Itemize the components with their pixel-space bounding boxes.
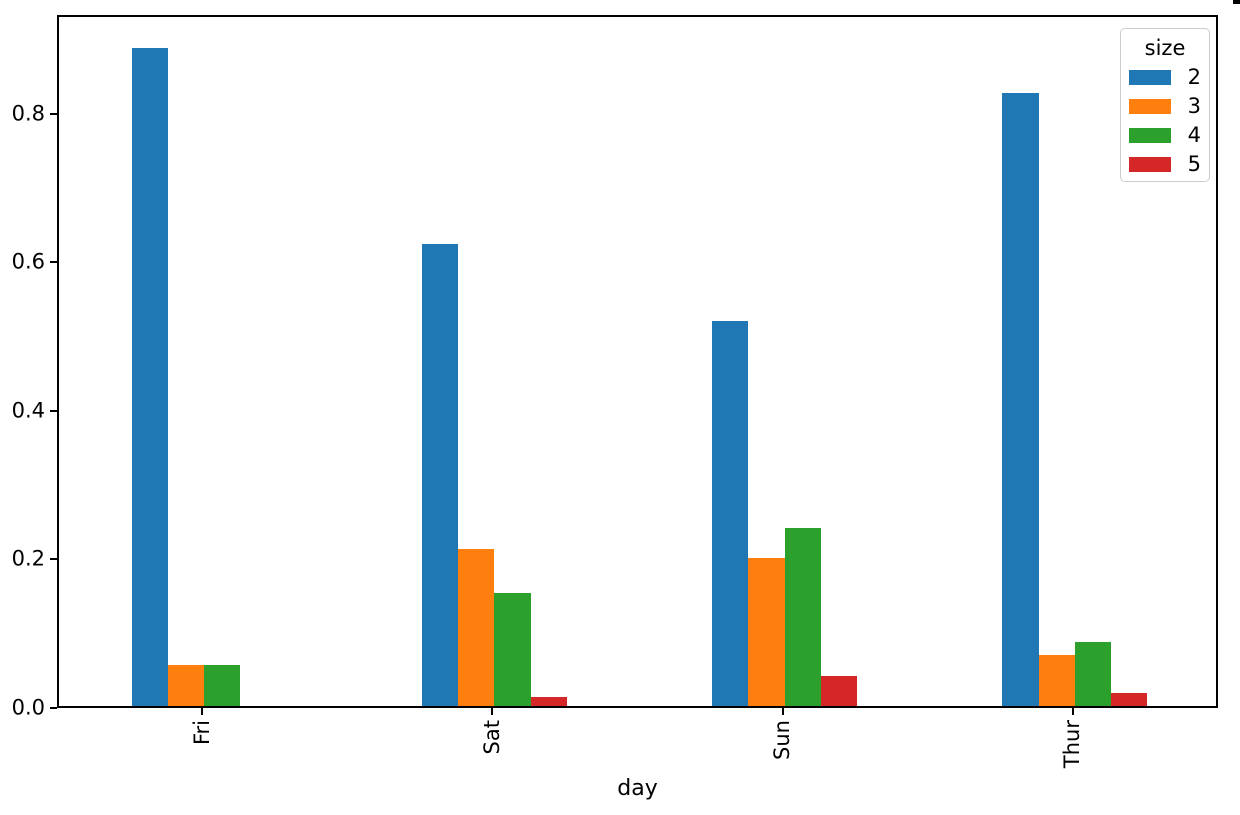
legend-swatch-icon — [1129, 156, 1171, 172]
bar-sat-size-4 — [494, 592, 531, 706]
legend-label: 3 — [1187, 93, 1201, 118]
x-tick-mark — [491, 708, 494, 715]
y-tick-mark — [50, 112, 57, 115]
legend-entry-size-4: 4 — [1129, 122, 1201, 147]
legend-swatch-icon — [1129, 127, 1171, 143]
legend-swatch-icon — [1129, 98, 1171, 114]
legend-entry-size-2: 2 — [1129, 64, 1201, 89]
corner-artifact — [1233, 0, 1240, 4]
y-tick-mark — [50, 261, 57, 264]
bar-fri-size-2 — [131, 47, 168, 706]
x-tick-mark — [1071, 708, 1074, 715]
bar-sun-size-4 — [784, 528, 821, 706]
bar-thur-size-4 — [1074, 642, 1112, 706]
legend-label: 5 — [1187, 151, 1201, 176]
bar-sun-size-5 — [820, 676, 858, 706]
legend-label: 2 — [1187, 64, 1201, 89]
bar-sun-size-3 — [748, 557, 785, 706]
x-tick-label-thur: Thur — [1060, 720, 1085, 769]
x-tick-label-fri: Fri — [189, 720, 214, 746]
y-tick-label: 0.2 — [11, 546, 45, 571]
legend-title: size — [1144, 36, 1186, 60]
x-tick-mark — [781, 708, 784, 715]
bar-sat-size-2 — [421, 244, 459, 706]
bar-thur-size-3 — [1038, 654, 1075, 706]
y-tick-label: 0.8 — [11, 101, 45, 126]
x-tick-label-sun: Sun — [770, 720, 795, 760]
bar-thur-size-5 — [1111, 693, 1148, 706]
y-tick-mark — [50, 558, 57, 561]
y-tick-mark — [50, 707, 57, 709]
legend-swatch-icon — [1129, 69, 1171, 85]
legend-entries: 2 3 4 5 — [1129, 64, 1201, 176]
x-tick-label-sat: Sat — [479, 720, 504, 755]
y-tick-label: 0.4 — [11, 398, 45, 423]
bar-thur-size-2 — [1002, 93, 1039, 706]
bar-fri-size-3 — [167, 664, 205, 706]
bar-sat-size-3 — [458, 549, 495, 706]
legend-entry-size-3: 3 — [1129, 93, 1201, 118]
y-tick-label: 0.0 — [11, 695, 45, 720]
plot-area — [57, 15, 1218, 708]
bar-sun-size-2 — [712, 321, 749, 706]
bar-fri-size-4 — [204, 664, 241, 706]
bar-sat-size-5 — [530, 697, 567, 706]
x-tick-mark — [201, 708, 204, 715]
y-tick-mark — [50, 409, 57, 412]
y-tick-label: 0.6 — [11, 249, 45, 274]
x-axis-label: day — [617, 776, 658, 801]
legend: size 2 3 4 5 — [1120, 28, 1210, 183]
legend-label: 4 — [1187, 122, 1201, 147]
legend-entry-size-5: 5 — [1129, 151, 1201, 176]
